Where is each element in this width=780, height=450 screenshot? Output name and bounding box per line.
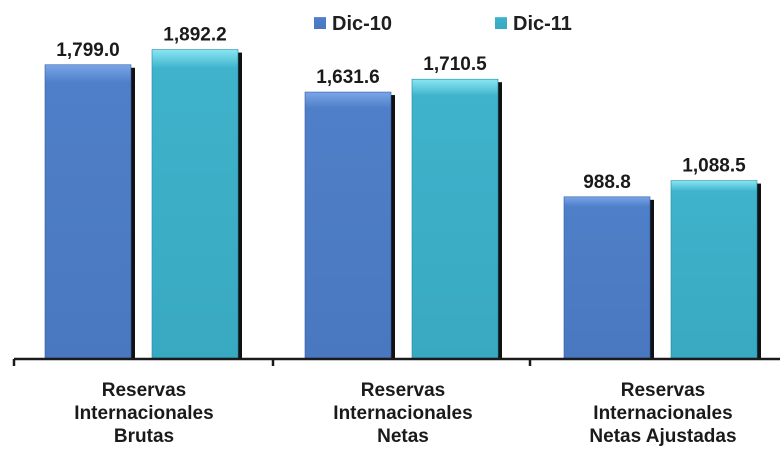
legend-label-dic-10: Dic-10	[332, 13, 392, 35]
legend-label-dic-11: Dic-11	[513, 13, 572, 35]
bar-dic-11-3	[670, 180, 758, 359]
data-label: 988.8	[583, 172, 631, 193]
category-labels-group: ReservasInternacionalesBrutasReservasInt…	[74, 380, 736, 447]
bar-shadow	[391, 95, 395, 359]
bar-dic-10-2	[304, 91, 392, 359]
data-label: 1,799.0	[56, 40, 119, 61]
category-label: Reservas	[621, 380, 706, 401]
x-axis	[12, 357, 780, 366]
data-label: 1,631.6	[316, 67, 379, 88]
data-labels-group: 1,799.0 1,631.6 988.8 1,892.2 1,710.5 1,088.5	[56, 25, 746, 193]
data-label: 1,088.5	[682, 156, 746, 177]
data-label: 1,892.2	[163, 25, 226, 46]
bar-dic-11-1	[151, 49, 239, 359]
category-label: Reservas	[361, 380, 446, 401]
category-label: Brutas	[114, 426, 174, 447]
bar-shadow	[498, 82, 502, 358]
legend-swatch-dic-11	[495, 17, 507, 29]
category-label: Reservas	[102, 380, 187, 401]
legend-swatch-dic-10	[314, 17, 326, 29]
legend: Dic-10 Dic-11	[314, 13, 572, 35]
category-label: Netas	[377, 426, 429, 447]
bar-shadow	[757, 183, 761, 358]
bar-dic-10-1	[44, 64, 132, 359]
category-label: Internacionales	[74, 403, 213, 424]
bars-group	[44, 49, 761, 359]
category-label: Internacionales	[333, 403, 472, 424]
data-label: 1,710.5	[423, 54, 487, 75]
bar-dic-11-2	[411, 78, 499, 359]
category-label: Internacionales	[593, 403, 732, 424]
bar-shadow	[131, 67, 135, 358]
bar-shadow	[238, 52, 242, 358]
category-label: Netas Ajustadas	[589, 426, 736, 447]
bar-dic-10-3	[563, 196, 651, 359]
bar-shadow	[650, 199, 654, 358]
